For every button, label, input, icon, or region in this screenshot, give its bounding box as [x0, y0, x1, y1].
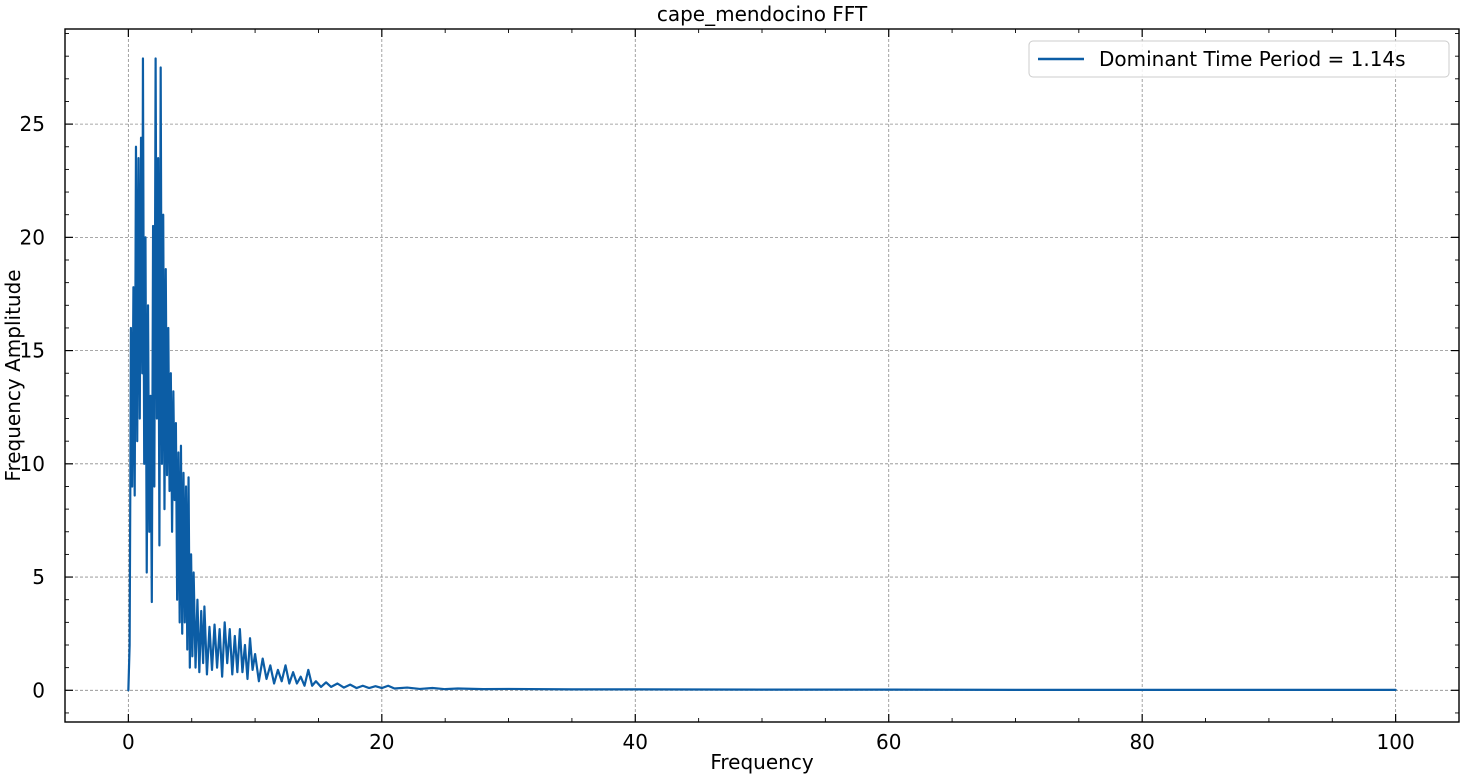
grid-lines: [65, 29, 1459, 722]
legend: Dominant Time Period = 1.14s: [1028, 40, 1450, 78]
series-layer: [127, 57, 1397, 692]
y-tick-label: 0: [32, 678, 45, 702]
y-tick-label: 15: [20, 339, 45, 363]
y-tick-label: 10: [20, 452, 45, 476]
axis-ticks: [64, 29, 1460, 722]
series-line-dominant-period: [127, 57, 1397, 692]
y-axis-label: Frequency Amplitude: [1, 269, 25, 481]
y-tick-label: 5: [32, 565, 45, 589]
x-tick-label: 100: [1377, 730, 1415, 754]
x-tick-label: 60: [876, 730, 901, 754]
y-tick-label: 25: [20, 112, 45, 136]
y-tick-label: 20: [20, 225, 45, 249]
x-tick-label: 40: [623, 730, 648, 754]
tick-labels: 0 20 40 60 80 100 0 5 10 15 20 25: [20, 112, 1415, 754]
x-tick-label: 80: [1129, 730, 1154, 754]
x-tick-label: 20: [369, 730, 394, 754]
x-tick-label: 0: [122, 730, 135, 754]
plot-frame: [64, 28, 1460, 723]
x-axis-label: Frequency: [710, 750, 813, 774]
legend-box: [1028, 40, 1450, 78]
chart-title: cape_mendocino FFT: [657, 2, 868, 26]
legend-entry-label: Dominant Time Period = 1.14s: [1099, 47, 1406, 71]
